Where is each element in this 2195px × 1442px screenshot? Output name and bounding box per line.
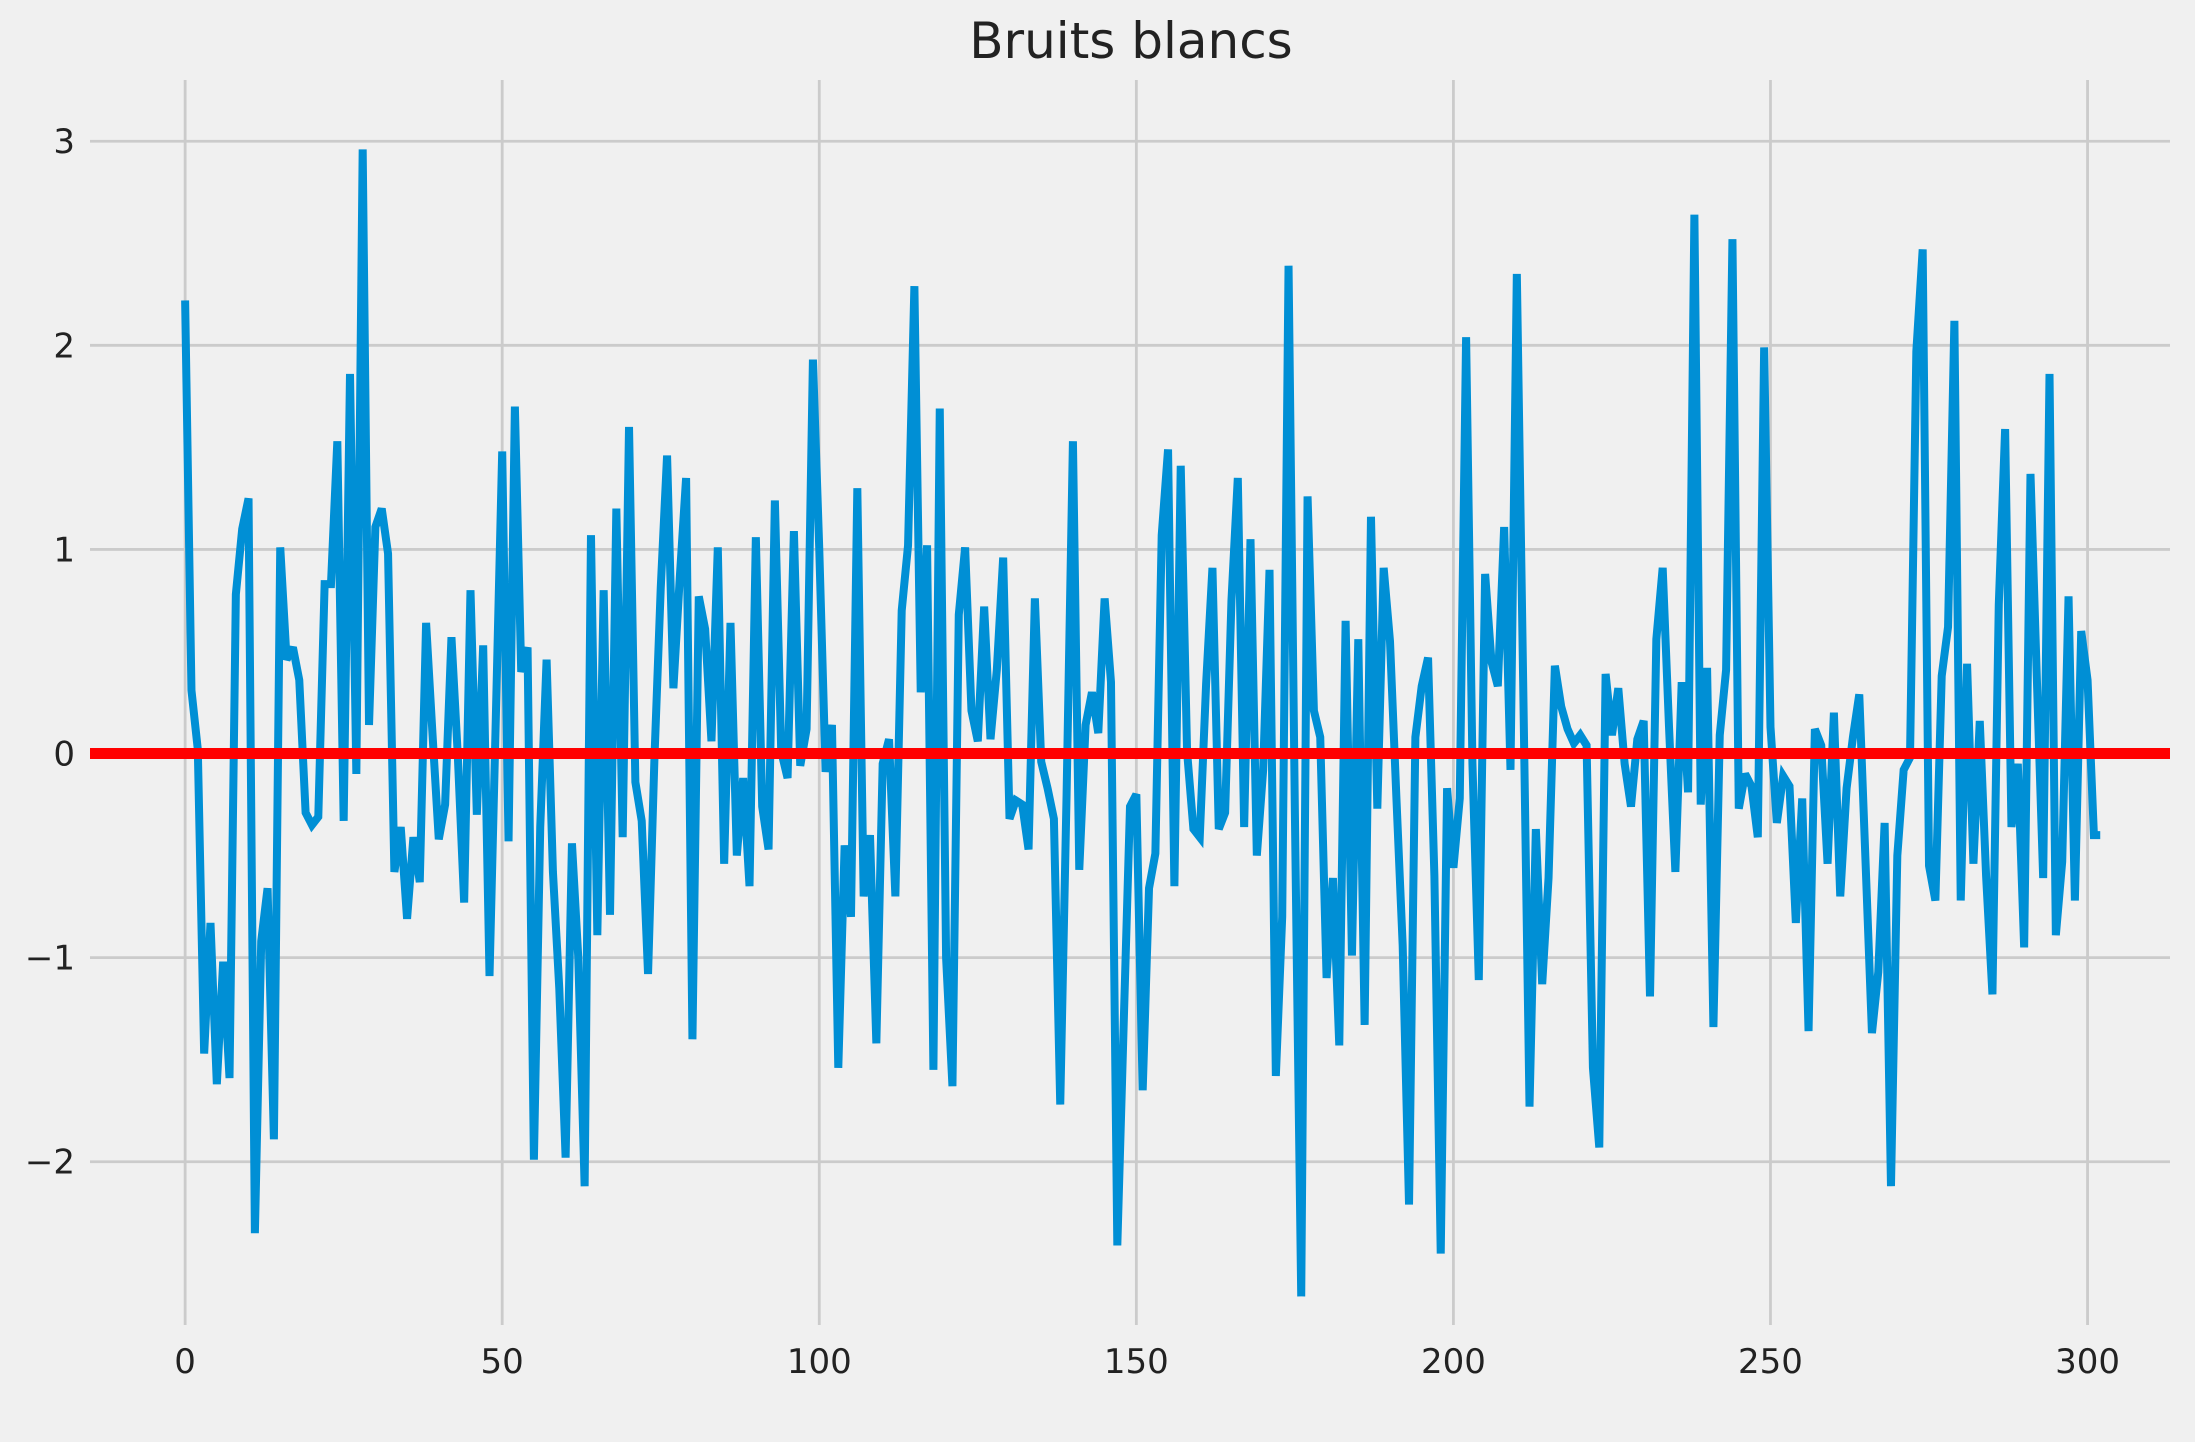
y-tick-label: 3 (53, 122, 75, 162)
y-tick-labels: −2 −1 0 1 2 3 (25, 122, 75, 1182)
x-tick-label: 250 (1738, 1342, 1803, 1382)
white-noise-line (181, 149, 2101, 1297)
x-tick-label: 150 (1104, 1342, 1169, 1382)
y-tick-label: 2 (53, 326, 75, 366)
y-tick-label: −1 (25, 939, 75, 979)
x-tick-label: 50 (481, 1342, 524, 1382)
x-tick-labels: 0 50 100 150 200 250 300 (174, 1342, 2120, 1382)
y-tick-label: −2 (25, 1143, 75, 1183)
x-tick-label: 200 (1421, 1342, 1486, 1382)
y-tick-label: 0 (53, 735, 75, 775)
plot-series (90, 149, 2170, 1297)
y-tick-label: 1 (53, 530, 75, 570)
x-tick-label: 100 (787, 1342, 852, 1382)
x-tick-label: 300 (2055, 1342, 2120, 1382)
x-tick-label: 0 (174, 1342, 196, 1382)
chart-title: Bruits blancs (969, 12, 1293, 70)
